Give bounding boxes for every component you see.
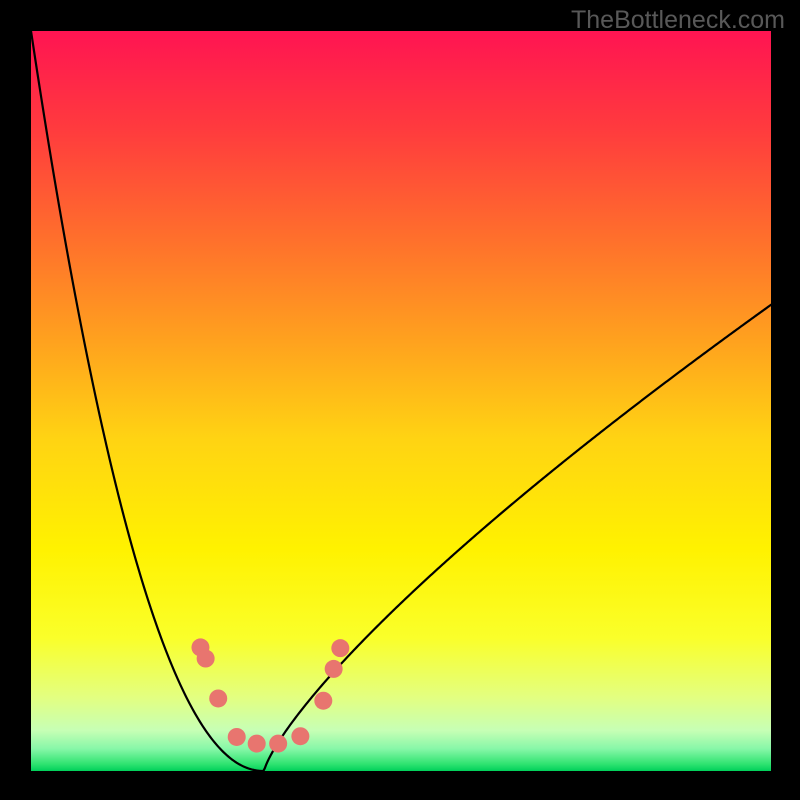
valley-dot <box>228 728 246 746</box>
plot-area <box>31 31 771 771</box>
valley-dot <box>197 650 215 668</box>
valley-dot <box>209 689 227 707</box>
valley-dot <box>314 692 332 710</box>
valley-dot <box>291 727 309 745</box>
valley-dots <box>191 638 349 752</box>
valley-dot <box>248 735 266 753</box>
valley-dot <box>325 660 343 678</box>
bottleneck-curve <box>31 31 771 771</box>
curve-canvas <box>31 31 771 771</box>
watermark-text: TheBottleneck.com <box>571 6 785 35</box>
valley-dot <box>331 639 349 657</box>
valley-dot <box>269 735 287 753</box>
